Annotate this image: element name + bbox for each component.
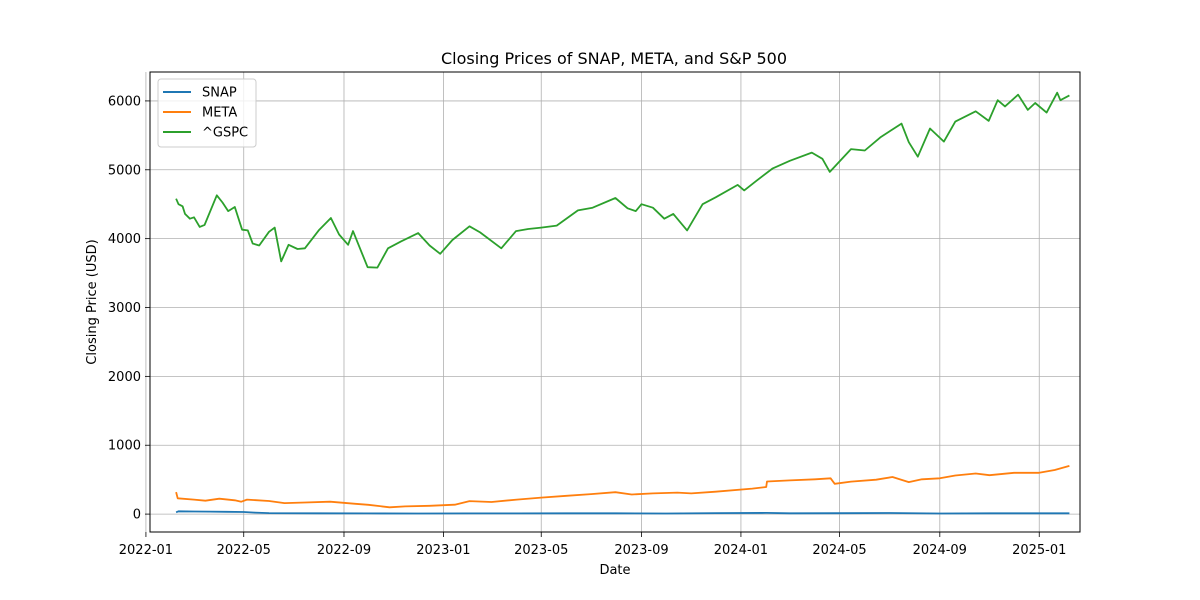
x-tick-label: 2024-09 xyxy=(913,543,967,558)
legend-label: META xyxy=(202,106,237,121)
x-tick-label: 2023-09 xyxy=(614,543,668,558)
y-tick-label: 0 xyxy=(133,508,141,523)
x-tick-label: 2022-05 xyxy=(217,543,271,558)
x-tick-label: 2022-09 xyxy=(317,543,371,558)
y-tick-label: 4000 xyxy=(108,232,141,247)
y-tick-label: 5000 xyxy=(108,163,141,178)
legend-box xyxy=(157,78,257,148)
x-tick-label: 2023-01 xyxy=(416,543,470,558)
series-line-snap xyxy=(175,510,1070,515)
y-axis-label: Closing Price (USD) xyxy=(85,239,100,364)
y-tick-label: 3000 xyxy=(108,301,141,316)
plot-area-frame xyxy=(149,71,1081,533)
x-tick-label: 2023-05 xyxy=(514,543,568,558)
chart-title: Closing Prices of SNAP, META, and S&P 50… xyxy=(441,49,787,68)
series-line-meta xyxy=(175,465,1070,509)
y-tick-label: 6000 xyxy=(108,94,141,109)
legend-label: ^GSPC xyxy=(202,126,248,141)
x-tick-label: 2022-01 xyxy=(119,543,173,558)
x-tick-label: 2024-05 xyxy=(812,543,866,558)
y-tick-label: 2000 xyxy=(108,370,141,385)
x-axis: 2022-01 2022-05 2022-09 2023-01 2023-05 2023-… xyxy=(119,532,1066,558)
x-axis-label: Date xyxy=(599,563,630,578)
x-tick-label: 2024-01 xyxy=(714,543,768,558)
legend: SNAP META ^GSPC xyxy=(157,78,257,148)
x-tick-label: 2025-01 xyxy=(1012,543,1066,558)
y-tick-label: 1000 xyxy=(108,439,141,454)
series-lines xyxy=(175,91,1070,515)
series-line-gspc xyxy=(175,91,1070,269)
legend-label: SNAP xyxy=(202,86,237,101)
y-axis: 0 1000 2000 3000 4000 5000 6000 xyxy=(108,94,150,523)
